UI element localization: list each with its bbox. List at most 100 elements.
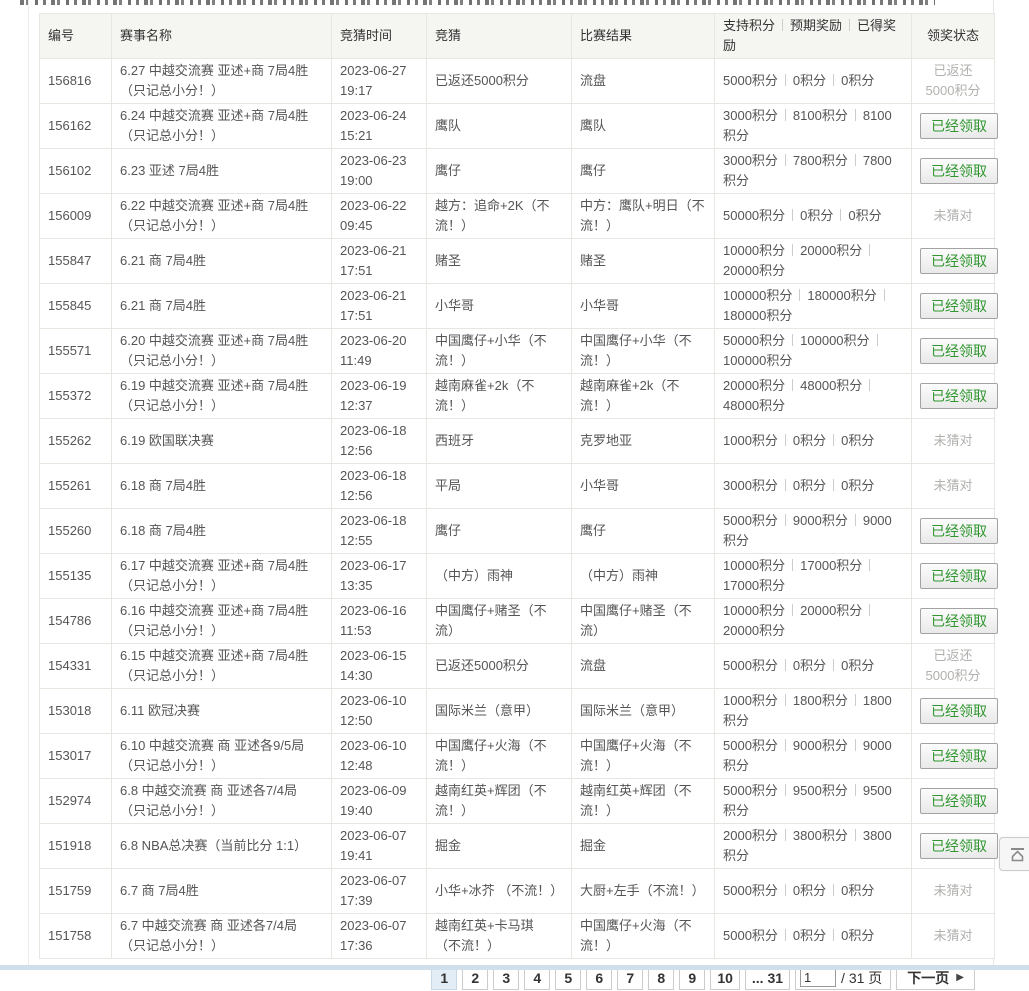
table-body: 156816 6.27 中越交流赛 亚述+商 7局4胜（只记总小分！） 2023… <box>39 58 998 959</box>
claim-button[interactable]: 已经领取 <box>920 518 998 544</box>
support-points: 10000积分 <box>723 243 786 258</box>
status-cell: 已经领取 <box>911 373 998 419</box>
separator <box>869 244 871 256</box>
bet-time: 2023-06-07 17:36 <box>331 913 427 959</box>
separator <box>792 559 794 571</box>
status-cell: 未猜对 <box>911 418 995 464</box>
bet-pick: 越南红英+卡马琪 （不流！） <box>426 913 572 959</box>
horizontal-scrollbar[interactable] <box>0 965 1029 970</box>
earned-reward: 1800积分 <box>723 693 892 728</box>
expected-reward: 100000积分 <box>800 333 870 348</box>
separator <box>840 209 842 221</box>
event-name: 6.7 商 7局4胜 <box>111 868 332 914</box>
table-row: 154786 6.16 中越交流赛 亚述+商 7局4胜（只记总小分！） 2023… <box>39 598 998 644</box>
claim-button[interactable]: 已经领取 <box>920 293 998 319</box>
points-cell: 10000积分 20000积分 20000积分 <box>714 238 912 284</box>
event-name: 6.18 商 7局4胜 <box>111 508 332 554</box>
table-row: 153018 6.11 欧冠决赛 2023-06-10 12:50 国际米兰（意… <box>39 688 998 734</box>
points-cell: 5000积分 9500积分 9500积分 <box>714 778 912 824</box>
separator <box>849 19 851 31</box>
expected-reward: 7800积分 <box>792 153 848 168</box>
event-name: 6.19 中越交流赛 亚述+商 7局4胜（只记总小分！） <box>111 373 332 419</box>
match-result: 中国鹰仔+火海（不流！） <box>571 913 715 959</box>
support-points: 5000积分 <box>723 738 778 753</box>
event-name: 6.7 中越交流赛 商 亚述各7/4局 （只记总小分！） <box>111 913 332 959</box>
earned-reward: 17000积分 <box>723 578 786 593</box>
expected-reward: 0积分 <box>792 928 827 943</box>
bet-time: 2023-06-20 11:49 <box>331 328 427 374</box>
match-result: 中国鹰仔+小华（不流！） <box>571 328 715 374</box>
bet-pick: 鹰仔 <box>426 508 572 554</box>
support-points: 5000积分 <box>723 883 778 898</box>
claim-button[interactable]: 已经领取 <box>920 788 998 814</box>
match-result: 鹰仔 <box>571 148 715 194</box>
row-id: 151758 <box>39 913 112 959</box>
match-result: 越南麻雀+2k（不流！） <box>571 373 715 419</box>
claim-button[interactable]: 已经领取 <box>920 608 998 634</box>
row-id: 155135 <box>39 553 112 599</box>
points-cell: 5000积分 0积分 0积分 <box>714 868 912 914</box>
row-id: 155847 <box>39 238 112 284</box>
points-cell: 5000积分 0积分 0积分 <box>714 643 912 689</box>
match-result: 小华哥 <box>571 463 715 509</box>
points-cell: 3000积分 7800积分 7800积分 <box>714 148 912 194</box>
col-header-status: 领奖状态 <box>911 13 995 59</box>
claim-button[interactable]: 已经领取 <box>920 113 998 139</box>
bet-time: 2023-06-09 19:40 <box>331 778 427 824</box>
separator <box>784 694 786 706</box>
col-header-support-points: 支持积分 <box>723 18 776 33</box>
separator <box>854 694 856 706</box>
col-header-result: 比赛结果 <box>571 13 715 59</box>
bet-pick: 中国鹰仔+赌圣（不流） <box>426 598 572 644</box>
bet-time: 2023-06-21 17:51 <box>331 283 427 329</box>
table-row: 155260 6.18 商 7局4胜 2023-06-18 12:55 鹰仔 鹰… <box>39 508 998 554</box>
separator <box>854 739 856 751</box>
separator <box>782 19 784 31</box>
bet-pick: 越南麻雀+2k（不流！） <box>426 373 572 419</box>
earned-reward: 20000积分 <box>723 263 786 278</box>
expected-reward: 0积分 <box>792 433 827 448</box>
event-name: 6.17 中越交流赛 亚述+商 7局4胜（只记总小分！） <box>111 553 332 599</box>
expected-reward: 20000积分 <box>800 243 863 258</box>
earned-reward: 9000积分 <box>723 513 892 548</box>
separator <box>854 784 856 796</box>
table-row: 152974 6.8 中越交流赛 商 亚述各7/4局 （只记总小分！） 2023… <box>39 778 998 824</box>
claim-button[interactable]: 已经领取 <box>920 338 998 364</box>
bet-pick: 掘金 <box>426 823 572 869</box>
points-cell: 50000积分 100000积分 100000积分 <box>714 328 912 374</box>
claim-button[interactable]: 已经领取 <box>920 158 998 184</box>
table-row: 155571 6.20 中越交流赛 亚述+商 7局4胜（只记总小分！） 2023… <box>39 328 998 374</box>
page-jump-input[interactable] <box>800 968 837 987</box>
earned-reward: 0积分 <box>841 928 875 943</box>
separator <box>833 659 835 671</box>
table-header-row: 编号 赛事名称 竞猜时间 竞猜 比赛结果 支持积分 预期奖励 已得奖励 领奖状态 <box>39 13 995 59</box>
row-id: 154331 <box>39 643 112 689</box>
expected-reward: 9500积分 <box>792 783 848 798</box>
claim-button[interactable]: 已经领取 <box>920 563 998 589</box>
row-id: 156162 <box>39 103 112 149</box>
points-cell: 5000积分 9000积分 9000积分 <box>714 508 912 554</box>
event-name: 6.22 中越交流赛 亚述+商 7局4胜（只记总小分！） <box>111 193 332 239</box>
match-result: 克罗地亚 <box>571 418 715 464</box>
claim-button[interactable]: 已经领取 <box>920 383 998 409</box>
next-page-label: 下一页 <box>907 969 950 986</box>
claim-button[interactable]: 已经领取 <box>920 698 998 724</box>
earned-reward: 48000积分 <box>723 398 786 413</box>
claim-button[interactable]: 已经领取 <box>920 248 998 274</box>
bet-time: 2023-06-15 14:30 <box>331 643 427 689</box>
bet-time: 2023-06-21 17:51 <box>331 238 427 284</box>
bet-pick: 中国鹰仔+火海（不流！） <box>426 733 572 779</box>
claim-button[interactable]: 已经领取 <box>920 743 998 769</box>
row-id: 155262 <box>39 418 112 464</box>
match-result: 大厨+左手（不流！） <box>571 868 715 914</box>
claim-button[interactable]: 已经领取 <box>920 833 998 859</box>
points-cell: 2000积分 3800积分 3800积分 <box>714 823 912 869</box>
support-points: 20000积分 <box>723 378 786 393</box>
back-to-top-button[interactable] <box>999 837 1029 871</box>
match-result: 流盘 <box>571 643 715 689</box>
row-id: 155261 <box>39 463 112 509</box>
bet-pick: 赌圣 <box>426 238 572 284</box>
status-cell: 已经领取 <box>911 598 998 644</box>
expected-reward: 9000积分 <box>792 738 848 753</box>
event-name: 6.11 欧冠决赛 <box>111 688 332 734</box>
